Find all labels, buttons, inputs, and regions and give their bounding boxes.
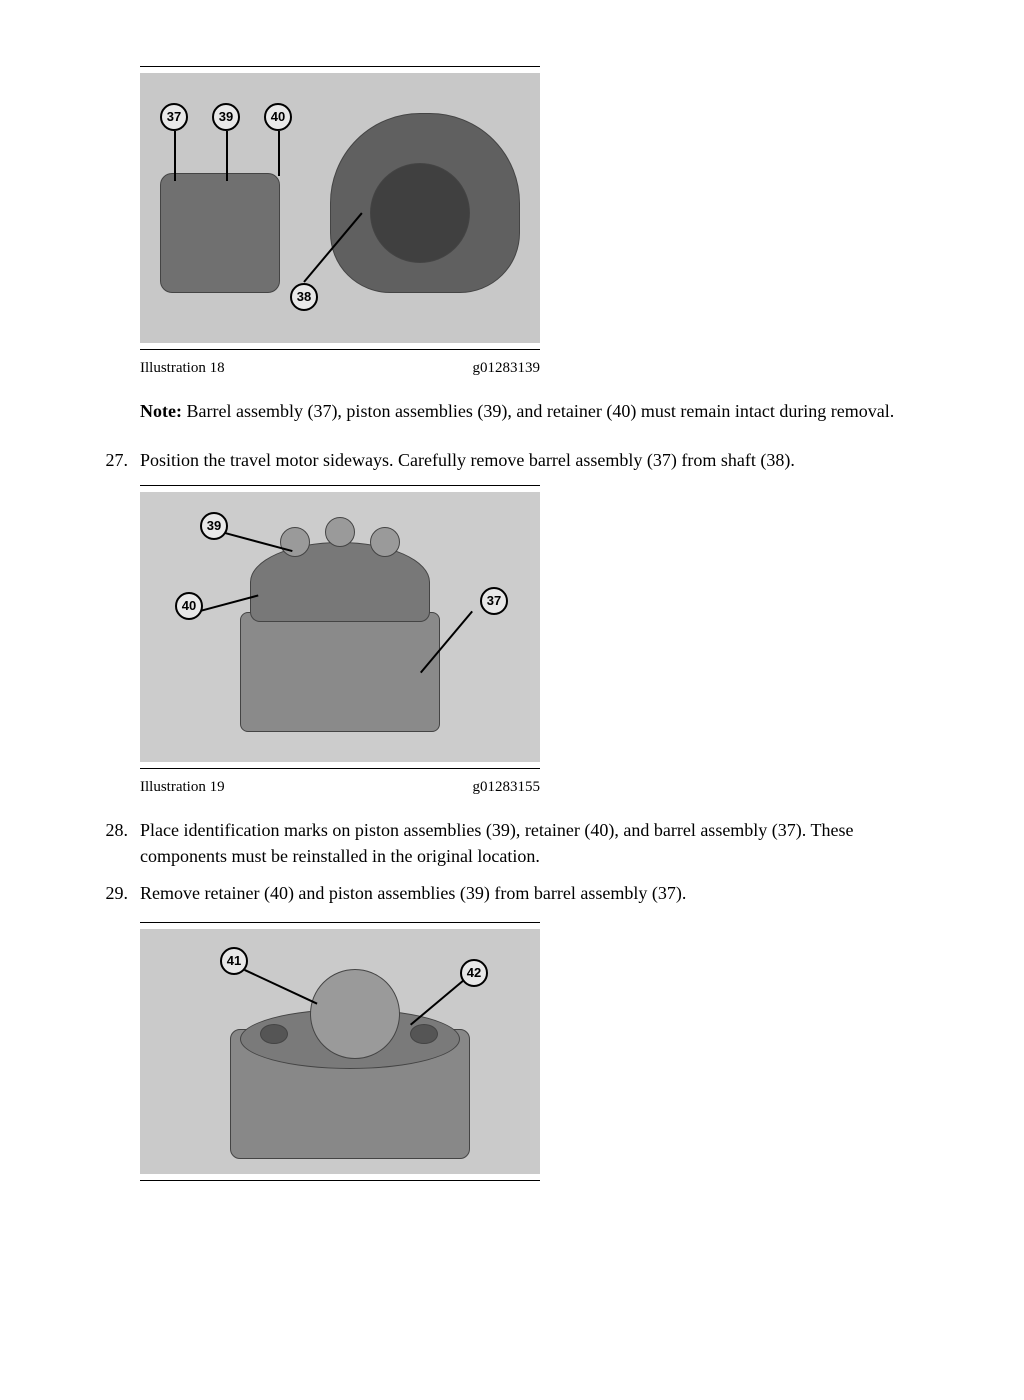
illustration-19-image: 39 40 37: [140, 492, 540, 762]
step-number: 29.: [90, 881, 140, 906]
callout-label: 37: [167, 108, 181, 126]
figure-18: 37 39 40 38 Illustration 18 g01283139: [140, 66, 934, 379]
figure-19: 39 40 37 Illustration 19 g01283155: [140, 485, 934, 798]
callout-label: 40: [271, 108, 285, 126]
illustration-18-image: 37 39 40 38: [140, 73, 540, 343]
callout-42: 42: [460, 959, 488, 987]
callout-39: 39: [200, 512, 228, 540]
step-29: 29. Remove retainer (40) and piston asse…: [90, 881, 904, 906]
image-id: g01283155: [473, 777, 541, 798]
figure-20: 41 42: [140, 922, 934, 1181]
note-block: Note: Barrel assembly (37), piston assem…: [140, 399, 904, 424]
callout-label: 39: [207, 517, 221, 535]
step-28: 28. Place identification marks on piston…: [90, 818, 904, 868]
figure-rule-bottom: [140, 768, 540, 769]
figure-rule-top: [140, 485, 540, 486]
note-label: Note:: [140, 401, 182, 421]
step-text: Place identification marks on piston ass…: [140, 818, 904, 868]
callout-37: 37: [480, 587, 508, 615]
figure-rule-top: [140, 66, 540, 67]
step-text: Position the travel motor sideways. Care…: [140, 448, 904, 473]
step-text: Remove retainer (40) and piston assembli…: [140, 881, 904, 906]
callout-label: 39: [219, 108, 233, 126]
figure-18-caption: Illustration 18 g01283139: [140, 358, 540, 379]
callout-39: 39: [212, 103, 240, 131]
illustration-label: Illustration 19: [140, 777, 225, 798]
illustration-20-image: 41 42: [140, 929, 540, 1174]
callout-38: 38: [290, 283, 318, 311]
figure-rule-bottom: [140, 1180, 540, 1181]
step-number: 28.: [90, 818, 140, 868]
callout-41: 41: [220, 947, 248, 975]
figure-19-caption: Illustration 19 g01283155: [140, 777, 540, 798]
callout-40: 40: [264, 103, 292, 131]
figure-rule-bottom: [140, 349, 540, 350]
illustration-label: Illustration 18: [140, 358, 225, 379]
figure-rule-top: [140, 922, 540, 923]
step-number: 27.: [90, 448, 140, 473]
note-text: Barrel assembly (37), piston assemblies …: [182, 401, 894, 421]
callout-40: 40: [175, 592, 203, 620]
callout-label: 37: [487, 592, 501, 610]
callout-label: 42: [467, 964, 481, 982]
callout-label: 38: [297, 288, 311, 306]
step-27: 27. Position the travel motor sideways. …: [90, 448, 904, 473]
callout-label: 41: [227, 952, 241, 970]
callout-37: 37: [160, 103, 188, 131]
image-id: g01283139: [473, 358, 541, 379]
callout-label: 40: [182, 597, 196, 615]
